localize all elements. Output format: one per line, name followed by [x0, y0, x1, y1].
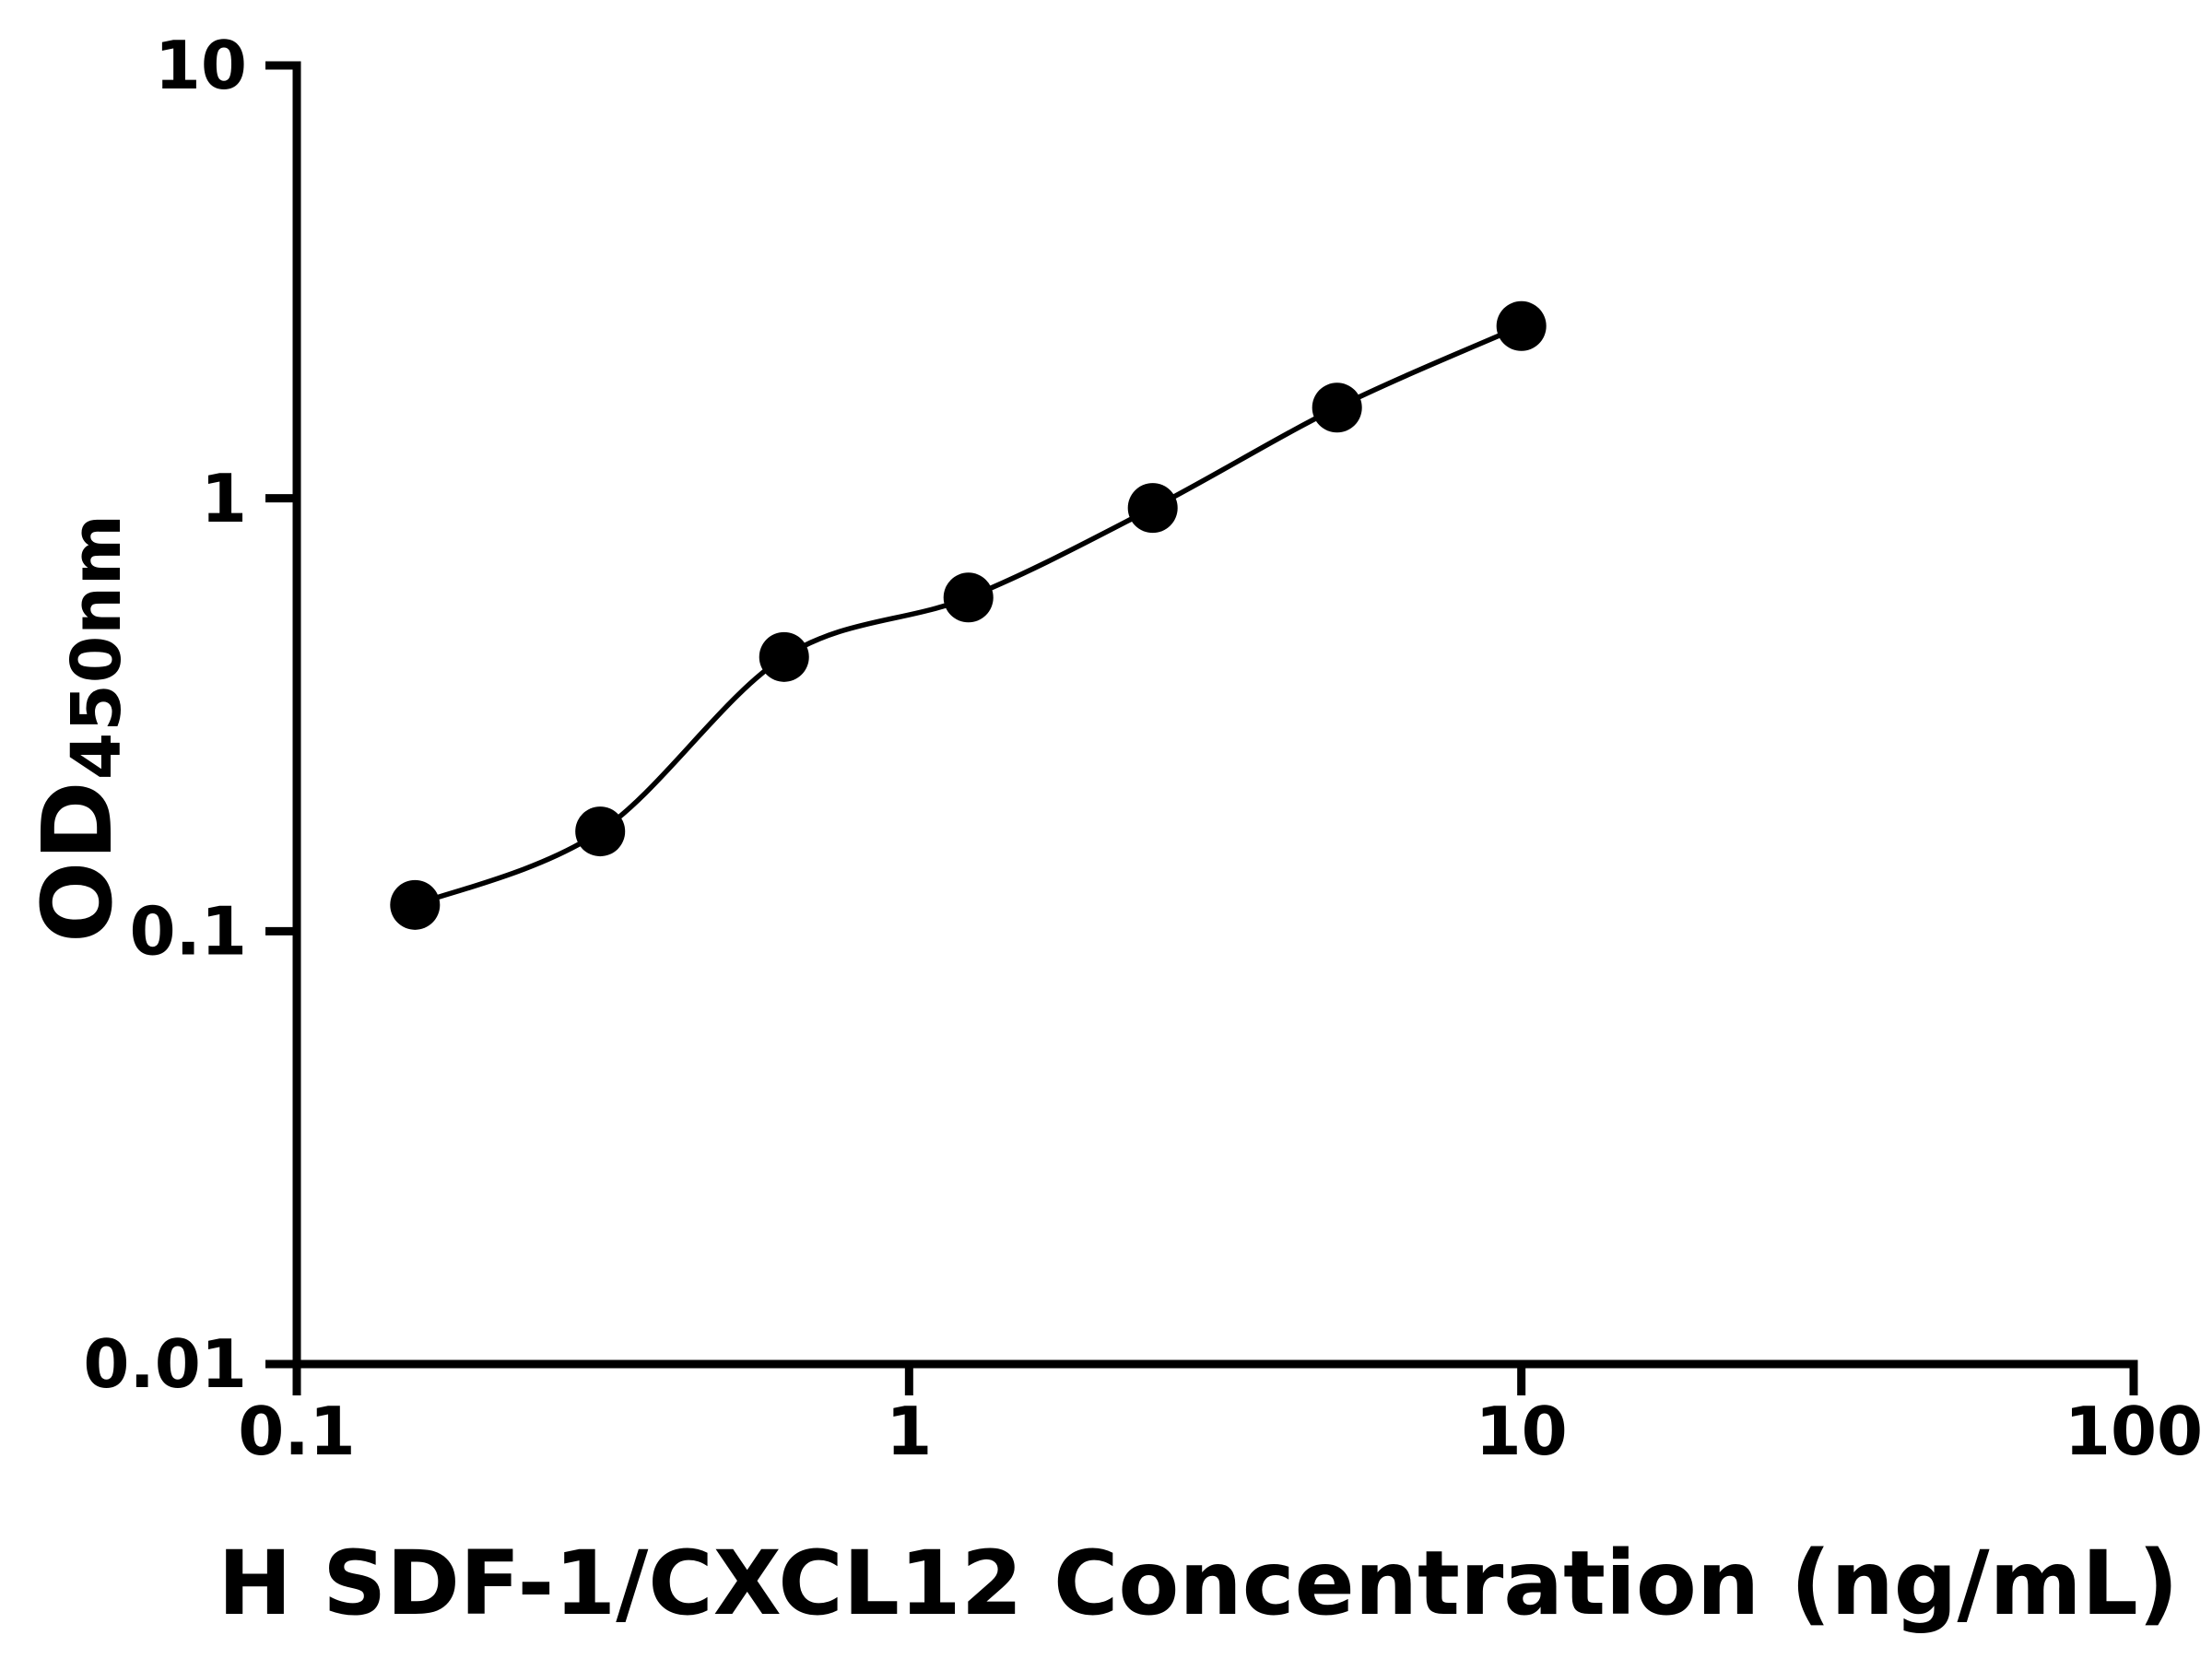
y-tick-label: 1 [201, 460, 247, 537]
y-tick-label: 10 [155, 27, 247, 104]
x-axis-label: H SDF-1/CXCL12 Concentration (ng/mL) [218, 1532, 2179, 1635]
data-point [759, 631, 809, 682]
data-point [1496, 300, 1547, 351]
data-point [1312, 382, 1362, 433]
x-tick-label: 100 [2065, 1393, 2203, 1470]
axes [292, 61, 2138, 1369]
data-point [943, 572, 994, 623]
y-axis-label-sub: 450nm [57, 512, 137, 781]
y-axis-label: OD 450nm [21, 512, 137, 944]
data-point [390, 879, 441, 930]
y-axis-label-main: OD [21, 780, 134, 944]
x-tick-label: 0.1 [238, 1393, 356, 1470]
x-tick-label: 10 [1476, 1393, 1568, 1470]
data-point [1127, 483, 1178, 534]
x-tick-label: 1 [886, 1393, 932, 1470]
data-point [575, 806, 626, 857]
y-tick-label: 0.1 [129, 893, 247, 971]
y-tick-label: 0.01 [83, 1325, 247, 1403]
